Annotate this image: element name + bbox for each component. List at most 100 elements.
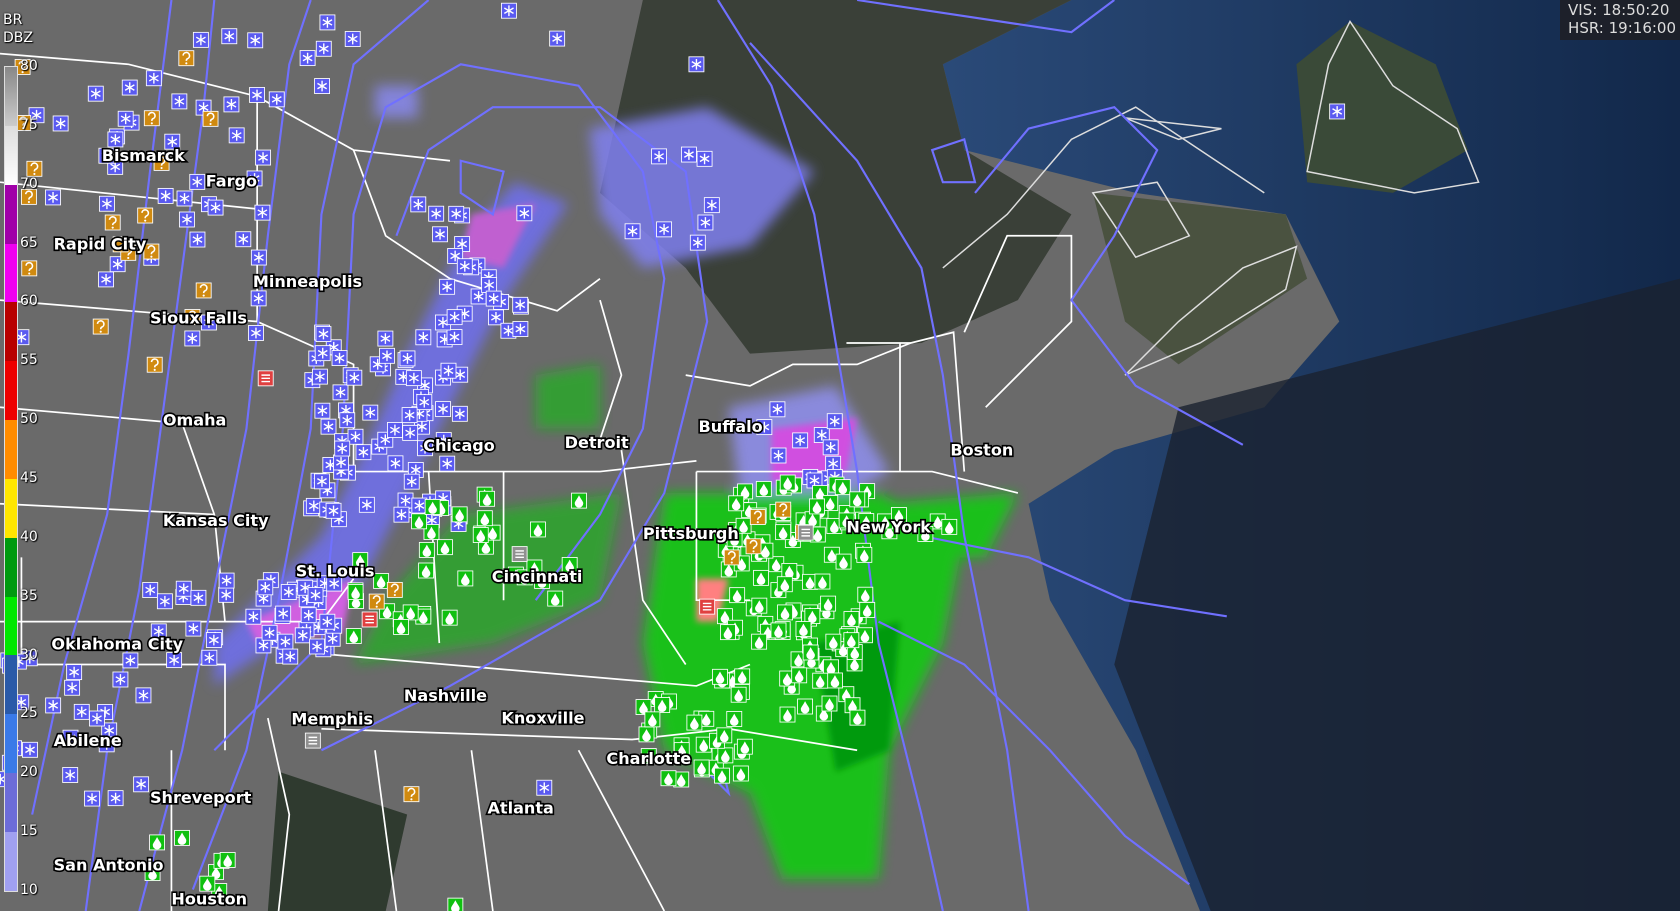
raindrop-icon[interactable] [751, 633, 768, 650]
snowflake-icon[interactable] [697, 214, 714, 231]
raindrop-icon[interactable] [891, 507, 907, 523]
question-icon[interactable] [21, 188, 37, 205]
raindrop-icon[interactable] [777, 604, 793, 621]
raindrop-icon[interactable] [472, 527, 489, 543]
raindrop-icon[interactable] [728, 495, 745, 512]
snowflake-icon[interactable] [66, 664, 83, 681]
raindrop-icon[interactable] [174, 829, 190, 846]
snowflake-icon[interactable] [446, 309, 463, 326]
snowflake-icon[interactable] [456, 258, 473, 275]
snowflake-icon[interactable] [282, 648, 299, 665]
raindrop-icon[interactable] [695, 736, 712, 753]
raindrop-icon[interactable] [827, 672, 843, 689]
snowflake-icon[interactable] [84, 790, 100, 807]
snowflake-icon[interactable] [189, 231, 206, 248]
snowflake-icon[interactable] [448, 205, 465, 222]
raindrop-icon[interactable] [654, 697, 671, 713]
raindrop-icon[interactable] [373, 573, 390, 589]
snowflake-icon[interactable] [325, 502, 342, 519]
snowflake-icon[interactable] [362, 404, 379, 421]
snowflake-icon[interactable] [192, 31, 209, 48]
question-icon[interactable] [723, 549, 740, 566]
raindrop-icon[interactable] [411, 513, 427, 530]
snowflake-icon[interactable] [314, 402, 331, 419]
snowflake-icon[interactable] [221, 28, 238, 45]
question-icon[interactable] [749, 509, 766, 525]
snowflake-icon[interactable] [681, 146, 697, 163]
snowflake-icon[interactable] [813, 427, 830, 443]
raindrop-icon[interactable] [849, 491, 866, 508]
raindrop-icon[interactable] [917, 526, 934, 542]
raindrop-icon[interactable] [693, 759, 710, 776]
raindrop-icon[interactable] [144, 865, 161, 881]
snowflake-icon[interactable] [651, 148, 667, 165]
snowflake-icon[interactable] [792, 432, 809, 449]
question-icon[interactable] [112, 236, 129, 253]
snowflake-icon[interactable] [387, 455, 404, 472]
raindrop-icon[interactable] [858, 513, 875, 530]
raindrop-icon[interactable] [781, 562, 798, 579]
snowflake-icon[interactable] [122, 652, 139, 669]
snowflake-icon[interactable] [52, 115, 69, 132]
raindrop-icon[interactable] [856, 546, 873, 563]
raindrop-icon[interactable] [797, 698, 814, 715]
snowflake-icon[interactable] [428, 205, 445, 222]
question-icon[interactable] [26, 160, 43, 177]
raindrop-icon[interactable] [571, 492, 587, 509]
raindrop-icon[interactable] [768, 556, 785, 573]
snowflake-icon[interactable] [346, 369, 363, 386]
snowflake-icon[interactable] [756, 419, 773, 436]
snowflake-icon[interactable] [150, 623, 167, 640]
snowflake-icon[interactable] [223, 96, 240, 113]
snowflake-icon[interactable] [98, 736, 115, 753]
raindrop-icon[interactable] [809, 498, 825, 515]
raindrop-icon[interactable] [755, 481, 772, 497]
raindrop-icon[interactable] [418, 541, 435, 558]
snowflake-icon[interactable] [99, 195, 115, 212]
snowflake-icon[interactable] [417, 440, 433, 457]
freezing-rain-icon[interactable] [699, 598, 716, 615]
raindrop-icon[interactable] [561, 556, 578, 573]
raindrop-icon[interactable] [530, 521, 546, 538]
snowflake-icon[interactable] [142, 582, 159, 598]
raindrop-icon[interactable] [735, 517, 752, 534]
snowflake-icon[interactable] [245, 608, 262, 625]
snowflake-icon[interactable] [250, 249, 267, 266]
snowflake-icon[interactable] [176, 190, 193, 207]
raindrop-icon[interactable] [812, 672, 829, 689]
question-icon[interactable] [775, 501, 792, 518]
snowflake-icon[interactable] [415, 329, 432, 346]
snowflake-icon[interactable] [344, 31, 361, 47]
question-icon[interactable] [745, 538, 762, 555]
raindrop-icon[interactable] [526, 559, 543, 576]
question-icon[interactable] [202, 110, 219, 127]
snowflake-icon[interactable] [268, 91, 285, 108]
snowflake-icon[interactable] [516, 205, 533, 222]
snowflake-icon[interactable] [250, 290, 267, 307]
snowflake-icon[interactable] [822, 439, 839, 456]
raindrop-icon[interactable] [457, 570, 474, 587]
snowflake-icon[interactable] [190, 589, 207, 606]
snowflake-icon[interactable] [454, 236, 471, 252]
snowflake-icon[interactable] [536, 779, 553, 796]
snowflake-icon[interactable] [314, 473, 330, 490]
snowflake-icon[interactable] [485, 290, 502, 307]
snowflake-icon[interactable] [355, 444, 372, 461]
raindrop-icon[interactable] [823, 659, 839, 676]
raindrop-icon[interactable] [779, 474, 796, 491]
snowflake-icon[interactable] [339, 412, 356, 429]
snowflake-icon[interactable] [257, 579, 274, 596]
snowflake-icon[interactable] [769, 401, 786, 418]
snowflake-icon[interactable] [218, 572, 235, 589]
raindrop-icon[interactable] [716, 727, 733, 744]
snowflake-icon[interactable] [319, 613, 336, 630]
snowflake-icon[interactable] [347, 428, 364, 445]
raindrop-icon[interactable] [418, 562, 435, 579]
snowflake-icon[interactable] [439, 455, 456, 472]
snowflake-icon[interactable] [688, 56, 705, 73]
snowflake-icon[interactable] [218, 586, 235, 603]
raindrop-icon[interactable] [730, 686, 747, 703]
snowflake-icon[interactable] [45, 697, 62, 714]
raindrop-icon[interactable] [802, 644, 819, 661]
snowflake-icon[interactable] [22, 741, 38, 758]
